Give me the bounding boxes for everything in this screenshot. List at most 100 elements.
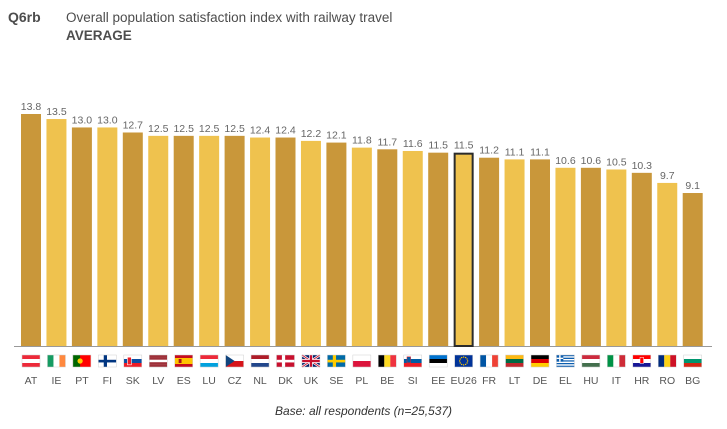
flag-stripe xyxy=(403,363,422,368)
flag-stripe xyxy=(352,355,371,362)
data-label: 13.8 xyxy=(21,101,42,113)
flag-stripe xyxy=(384,355,391,367)
tick-label: BG xyxy=(685,375,700,387)
tick-label: SE xyxy=(329,375,343,387)
tick-label: NL xyxy=(253,375,267,387)
flag-stripe xyxy=(200,363,219,368)
flag-stripe xyxy=(53,355,60,367)
portugal-flag-icon xyxy=(72,354,92,368)
flag-stripe xyxy=(225,361,244,368)
flag-border xyxy=(479,354,499,368)
flag-stripe xyxy=(505,355,524,360)
flag-border xyxy=(454,354,473,368)
data-label: 12.5 xyxy=(199,123,220,135)
spain-flag-icon xyxy=(174,354,193,368)
data-label: 11.2 xyxy=(479,145,499,157)
flag-border xyxy=(225,354,244,368)
flag-stripe xyxy=(200,359,219,364)
flag-stripe xyxy=(480,355,487,367)
flag-border xyxy=(530,354,550,368)
data-label: 12.5 xyxy=(173,123,194,135)
tick-label: FI xyxy=(103,375,112,387)
eu-flag-icon xyxy=(454,354,473,368)
flag-border xyxy=(352,354,372,368)
flag-stripe xyxy=(22,355,40,360)
denmark-flag-icon xyxy=(276,354,295,368)
flag-border xyxy=(47,354,66,368)
flag-stripe xyxy=(123,359,142,364)
bar-lt xyxy=(504,159,525,346)
bar-el xyxy=(555,167,576,346)
flag-emblem xyxy=(639,357,644,364)
flag-stripe xyxy=(149,362,168,365)
data-label: 13.0 xyxy=(97,114,118,126)
estonia-flag-icon xyxy=(428,354,448,368)
data-label: 12.1 xyxy=(326,130,347,142)
flag-star xyxy=(466,362,468,364)
data-label: 11.1 xyxy=(505,146,525,158)
bar-pl xyxy=(351,147,372,346)
tick-label: FR xyxy=(482,375,496,387)
lithuania-flag-icon xyxy=(505,354,524,368)
data-label: 12.7 xyxy=(123,119,144,131)
flag-stripe xyxy=(429,355,448,360)
flag-stripe xyxy=(613,355,620,367)
bar-fi xyxy=(97,127,118,346)
greece-flag-icon xyxy=(556,354,575,368)
flag-emblem xyxy=(406,356,411,364)
flag-stripe xyxy=(149,364,168,368)
flag-stripe xyxy=(556,359,575,361)
flag-border xyxy=(403,354,422,368)
sweden-flag-icon xyxy=(327,354,346,368)
flag-stripe xyxy=(123,355,142,360)
flag-border xyxy=(149,354,168,368)
bar-cz xyxy=(224,135,245,346)
tick-label: IE xyxy=(51,375,61,387)
flag-stripe xyxy=(429,359,448,364)
flag-border xyxy=(276,354,295,368)
bar-uk xyxy=(300,140,321,346)
flag-emblem xyxy=(77,358,83,364)
flag-stripe xyxy=(47,355,54,367)
flag-border xyxy=(658,354,677,368)
flag-stripe xyxy=(581,355,600,360)
data-label: 12.5 xyxy=(148,123,169,135)
flag-stripe xyxy=(200,355,219,360)
flag-stripe xyxy=(149,357,168,360)
flag-stripe xyxy=(22,359,40,364)
flag-stripe xyxy=(251,359,270,364)
data-label: 10.5 xyxy=(606,156,627,168)
flag-border xyxy=(378,354,397,368)
tick-label: BE xyxy=(380,375,394,387)
tick-label: EL xyxy=(559,375,572,387)
flag-cross xyxy=(276,359,295,363)
flag-border xyxy=(505,354,524,368)
data-label: 10.6 xyxy=(581,155,602,167)
slovakia-flag-icon xyxy=(123,354,143,368)
flag-cross xyxy=(309,355,313,367)
flag-stripe xyxy=(429,363,448,368)
flag-stripe xyxy=(378,355,385,367)
bar-ro xyxy=(657,182,678,346)
tick-label: RO xyxy=(659,375,675,387)
flag-stripe xyxy=(492,355,499,367)
flag-stripe xyxy=(251,363,270,368)
slovenia-flag-icon xyxy=(403,354,422,368)
bar-ie xyxy=(46,119,67,346)
base-note: Base: all respondents (n=25,537) xyxy=(274,404,453,418)
flag-emblem xyxy=(127,356,132,366)
tick-label: UK xyxy=(304,375,319,387)
ireland-flag-icon xyxy=(47,354,66,368)
flag-star xyxy=(462,364,465,366)
flag-stripe xyxy=(123,363,142,368)
data-label: 11.6 xyxy=(403,138,423,150)
bar-ee xyxy=(428,152,449,346)
germany-flag-icon xyxy=(530,354,550,368)
tick-label: HU xyxy=(583,375,598,387)
flag-stripe xyxy=(556,365,575,368)
tick-label: LU xyxy=(202,375,215,387)
flag-border xyxy=(607,354,626,368)
flag-border xyxy=(250,354,270,368)
flag-border xyxy=(98,354,117,368)
belgium-flag-icon xyxy=(378,354,397,368)
